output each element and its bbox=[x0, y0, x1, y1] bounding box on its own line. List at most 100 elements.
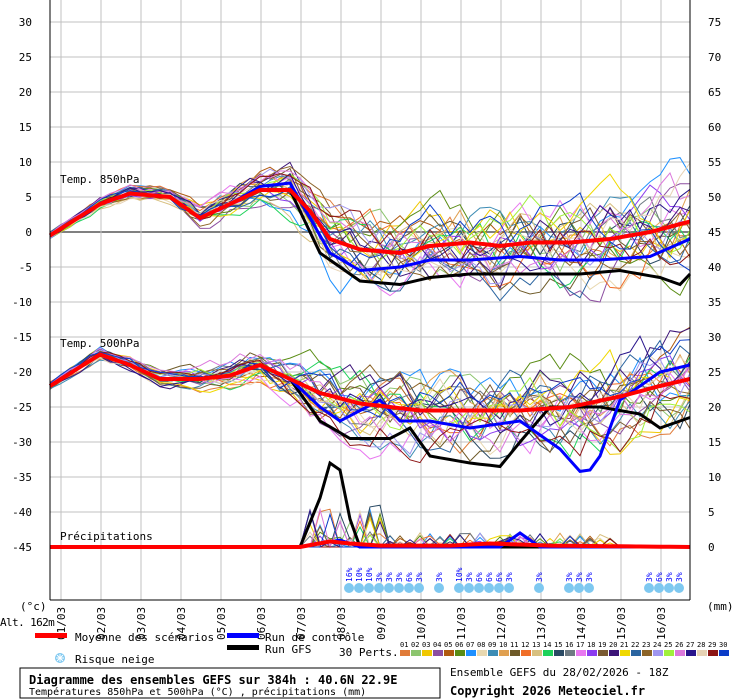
pert-swatch bbox=[719, 650, 729, 656]
precip-label: Précipitations bbox=[60, 530, 153, 543]
x-tick-label: 06/03 bbox=[255, 607, 268, 640]
y-right-tick: 40 bbox=[708, 261, 721, 274]
pert-id-label: 29 bbox=[708, 641, 716, 649]
snowflake-icon bbox=[664, 583, 674, 593]
pert-swatch bbox=[499, 650, 509, 656]
snow-risk-mark: 3% bbox=[644, 572, 654, 593]
y-left-tick: -35 bbox=[12, 471, 32, 484]
snow-risk-percent: 6% bbox=[405, 572, 414, 582]
pert-id-label: 22 bbox=[631, 641, 639, 649]
pert-swatch bbox=[532, 650, 542, 656]
pert-swatch bbox=[708, 650, 718, 656]
pert-swatch bbox=[554, 650, 564, 656]
snow-risk-mark: 3% bbox=[464, 572, 474, 593]
snowflake-icon bbox=[55, 653, 65, 663]
snowflake-icon bbox=[534, 583, 544, 593]
snowflake-icon bbox=[644, 583, 654, 593]
snowflake-icon bbox=[504, 583, 514, 593]
unit-left: (°c) bbox=[20, 600, 47, 613]
snow-risk-mark: 6% bbox=[654, 572, 664, 593]
y-left-tick: 25 bbox=[19, 51, 32, 64]
snow-risk-percent: 16% bbox=[345, 567, 354, 582]
pert-09-t500-line bbox=[49, 359, 691, 459]
gfs-legend-swatch bbox=[227, 645, 259, 650]
snow-risk-mark: 6% bbox=[404, 572, 414, 593]
pert-swatch bbox=[631, 650, 641, 656]
y-right-tick: 50 bbox=[708, 191, 721, 204]
snowflake-icon bbox=[494, 583, 504, 593]
snow-risk-row: 16% 10% 10% 3% 3% 3% 6% 3% 3% 10% 3% 6% 6% 6% 3% 3% 3% 3%… bbox=[344, 567, 684, 593]
y-right-tick: 60 bbox=[708, 121, 721, 134]
snowflake-icon bbox=[674, 583, 684, 593]
snow-risk-mark: 6% bbox=[494, 572, 504, 593]
x-tick-label: 15/03 bbox=[615, 607, 628, 640]
x-tick-label: 14/03 bbox=[575, 607, 588, 640]
snow-risk-mark: 3% bbox=[384, 572, 394, 593]
pert-swatch bbox=[609, 650, 619, 656]
snowflake-icon bbox=[384, 583, 394, 593]
pert-id-label: 14 bbox=[543, 641, 551, 649]
pert-id-label: 27 bbox=[686, 641, 694, 649]
pert-swatch bbox=[488, 650, 498, 656]
y-right-tick: 10 bbox=[708, 471, 721, 484]
y-right-tick: 15 bbox=[708, 436, 721, 449]
x-tick-label: 08/03 bbox=[335, 607, 348, 640]
y-right-tick: 35 bbox=[708, 296, 721, 309]
snow-risk-percent: 6% bbox=[495, 572, 504, 582]
snow-risk-mark: 10% bbox=[354, 567, 364, 593]
pert-swatch bbox=[477, 650, 487, 656]
x-tick-label: 10/03 bbox=[415, 607, 428, 640]
snow-risk-mark: 3% bbox=[584, 572, 594, 593]
snow-risk-mark: 3% bbox=[674, 572, 684, 593]
pert-id-label: 09 bbox=[488, 641, 496, 649]
y-left-tick: 10 bbox=[19, 156, 32, 169]
pert-swatch bbox=[433, 650, 443, 656]
snow-risk-percent: 3% bbox=[435, 572, 444, 582]
y-left-tick: 5 bbox=[25, 191, 32, 204]
x-tick-label: 11/03 bbox=[455, 607, 468, 640]
pert-26-t850-line bbox=[49, 170, 691, 275]
t500-label: Temp. 500hPa bbox=[60, 337, 139, 350]
snow-risk-percent: 3% bbox=[415, 572, 424, 582]
pert-swatch bbox=[455, 650, 465, 656]
snow-legend: Risque neige bbox=[75, 653, 154, 666]
pert-id-label: 13 bbox=[532, 641, 540, 649]
pert-id-label: 20 bbox=[609, 641, 617, 649]
pert-id-label: 03 bbox=[422, 641, 430, 649]
snow-risk-mark: 3% bbox=[374, 572, 384, 593]
x-tick-label: 05/03 bbox=[215, 607, 228, 640]
snow-risk-percent: 3% bbox=[395, 572, 404, 582]
control-legend-swatch bbox=[227, 633, 259, 638]
pert-swatch bbox=[422, 650, 432, 656]
snowflake-icon bbox=[454, 583, 464, 593]
pert-swatch bbox=[697, 650, 707, 656]
pert-id-label: 11 bbox=[510, 641, 518, 649]
y-right-tick: 25 bbox=[708, 366, 721, 379]
mean-t500-line bbox=[48, 352, 691, 413]
mean-t850-line bbox=[48, 188, 691, 256]
snowflake-icon bbox=[584, 583, 594, 593]
snow-risk-mark: 3% bbox=[414, 572, 424, 593]
mean-precip-line bbox=[50, 539, 691, 549]
y-right-tick: 70 bbox=[708, 51, 721, 64]
pert-swatch bbox=[664, 650, 674, 656]
copyright: Copyright 2026 Meteociel.fr bbox=[450, 684, 645, 698]
y-right-tick: 65 bbox=[708, 86, 721, 99]
x-tick-label: 07/03 bbox=[295, 607, 308, 640]
snow-risk-mark: 3% bbox=[504, 572, 514, 593]
y-right-tick: 75 bbox=[708, 16, 721, 29]
pert-id-label: 12 bbox=[521, 641, 529, 649]
snow-risk-percent: 3% bbox=[505, 572, 514, 582]
snow-risk-percent: 3% bbox=[675, 572, 684, 582]
pert-swatch bbox=[444, 650, 454, 656]
snow-risk-mark: 3% bbox=[574, 572, 584, 593]
perts-legend: 30 Perts. bbox=[339, 646, 399, 659]
snowflake-icon bbox=[654, 583, 664, 593]
pert-id-label: 28 bbox=[697, 641, 705, 649]
pert-swatch bbox=[598, 650, 608, 656]
pert-id-label: 10 bbox=[499, 641, 507, 649]
snowflake-icon bbox=[364, 583, 374, 593]
